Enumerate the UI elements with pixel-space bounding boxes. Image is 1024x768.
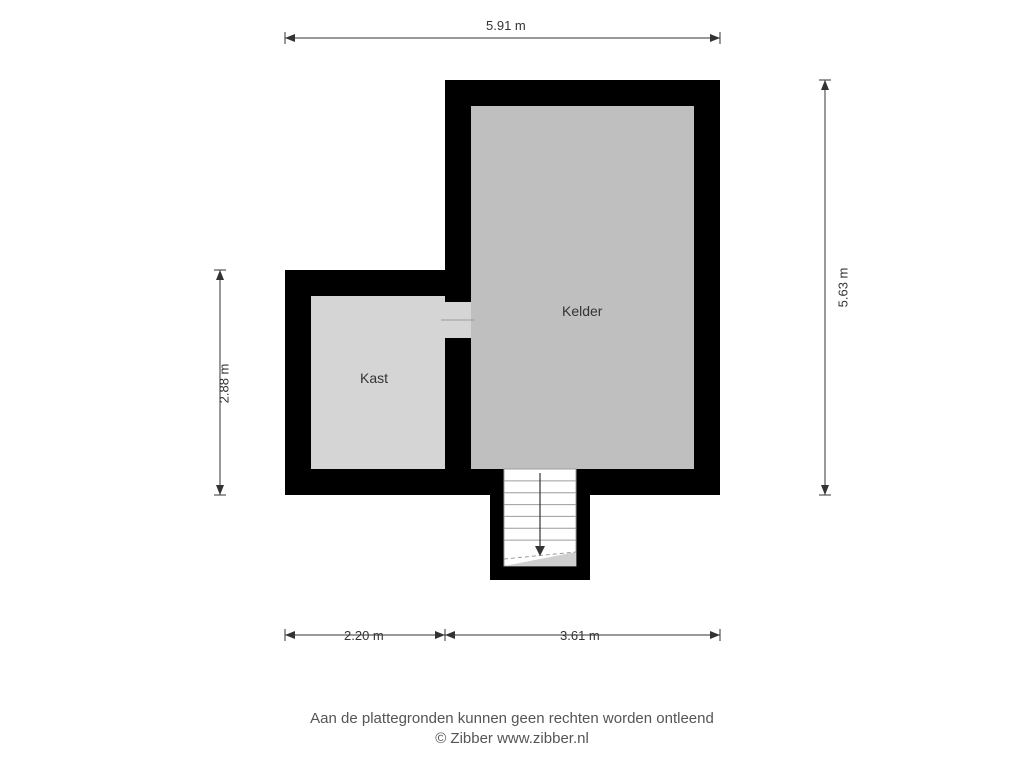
dim-top-label: 5.91 m [486, 18, 526, 33]
dim-right-label: 5.63 m [835, 268, 850, 308]
dim-bottom-right-label: 3.61 m [560, 628, 600, 643]
dim-left-label: 2.88 m [216, 364, 231, 404]
room-kast-label: Kast [360, 370, 388, 386]
footer-line1: Aan de plattegronden kunnen geen rechten… [0, 710, 1024, 727]
dim-bottom-left-label: 2.20 m [344, 628, 384, 643]
floorplan-svg [0, 0, 1024, 768]
footer-line2: © Zibber www.zibber.nl [0, 730, 1024, 747]
room-kelder-label: Kelder [562, 303, 602, 319]
